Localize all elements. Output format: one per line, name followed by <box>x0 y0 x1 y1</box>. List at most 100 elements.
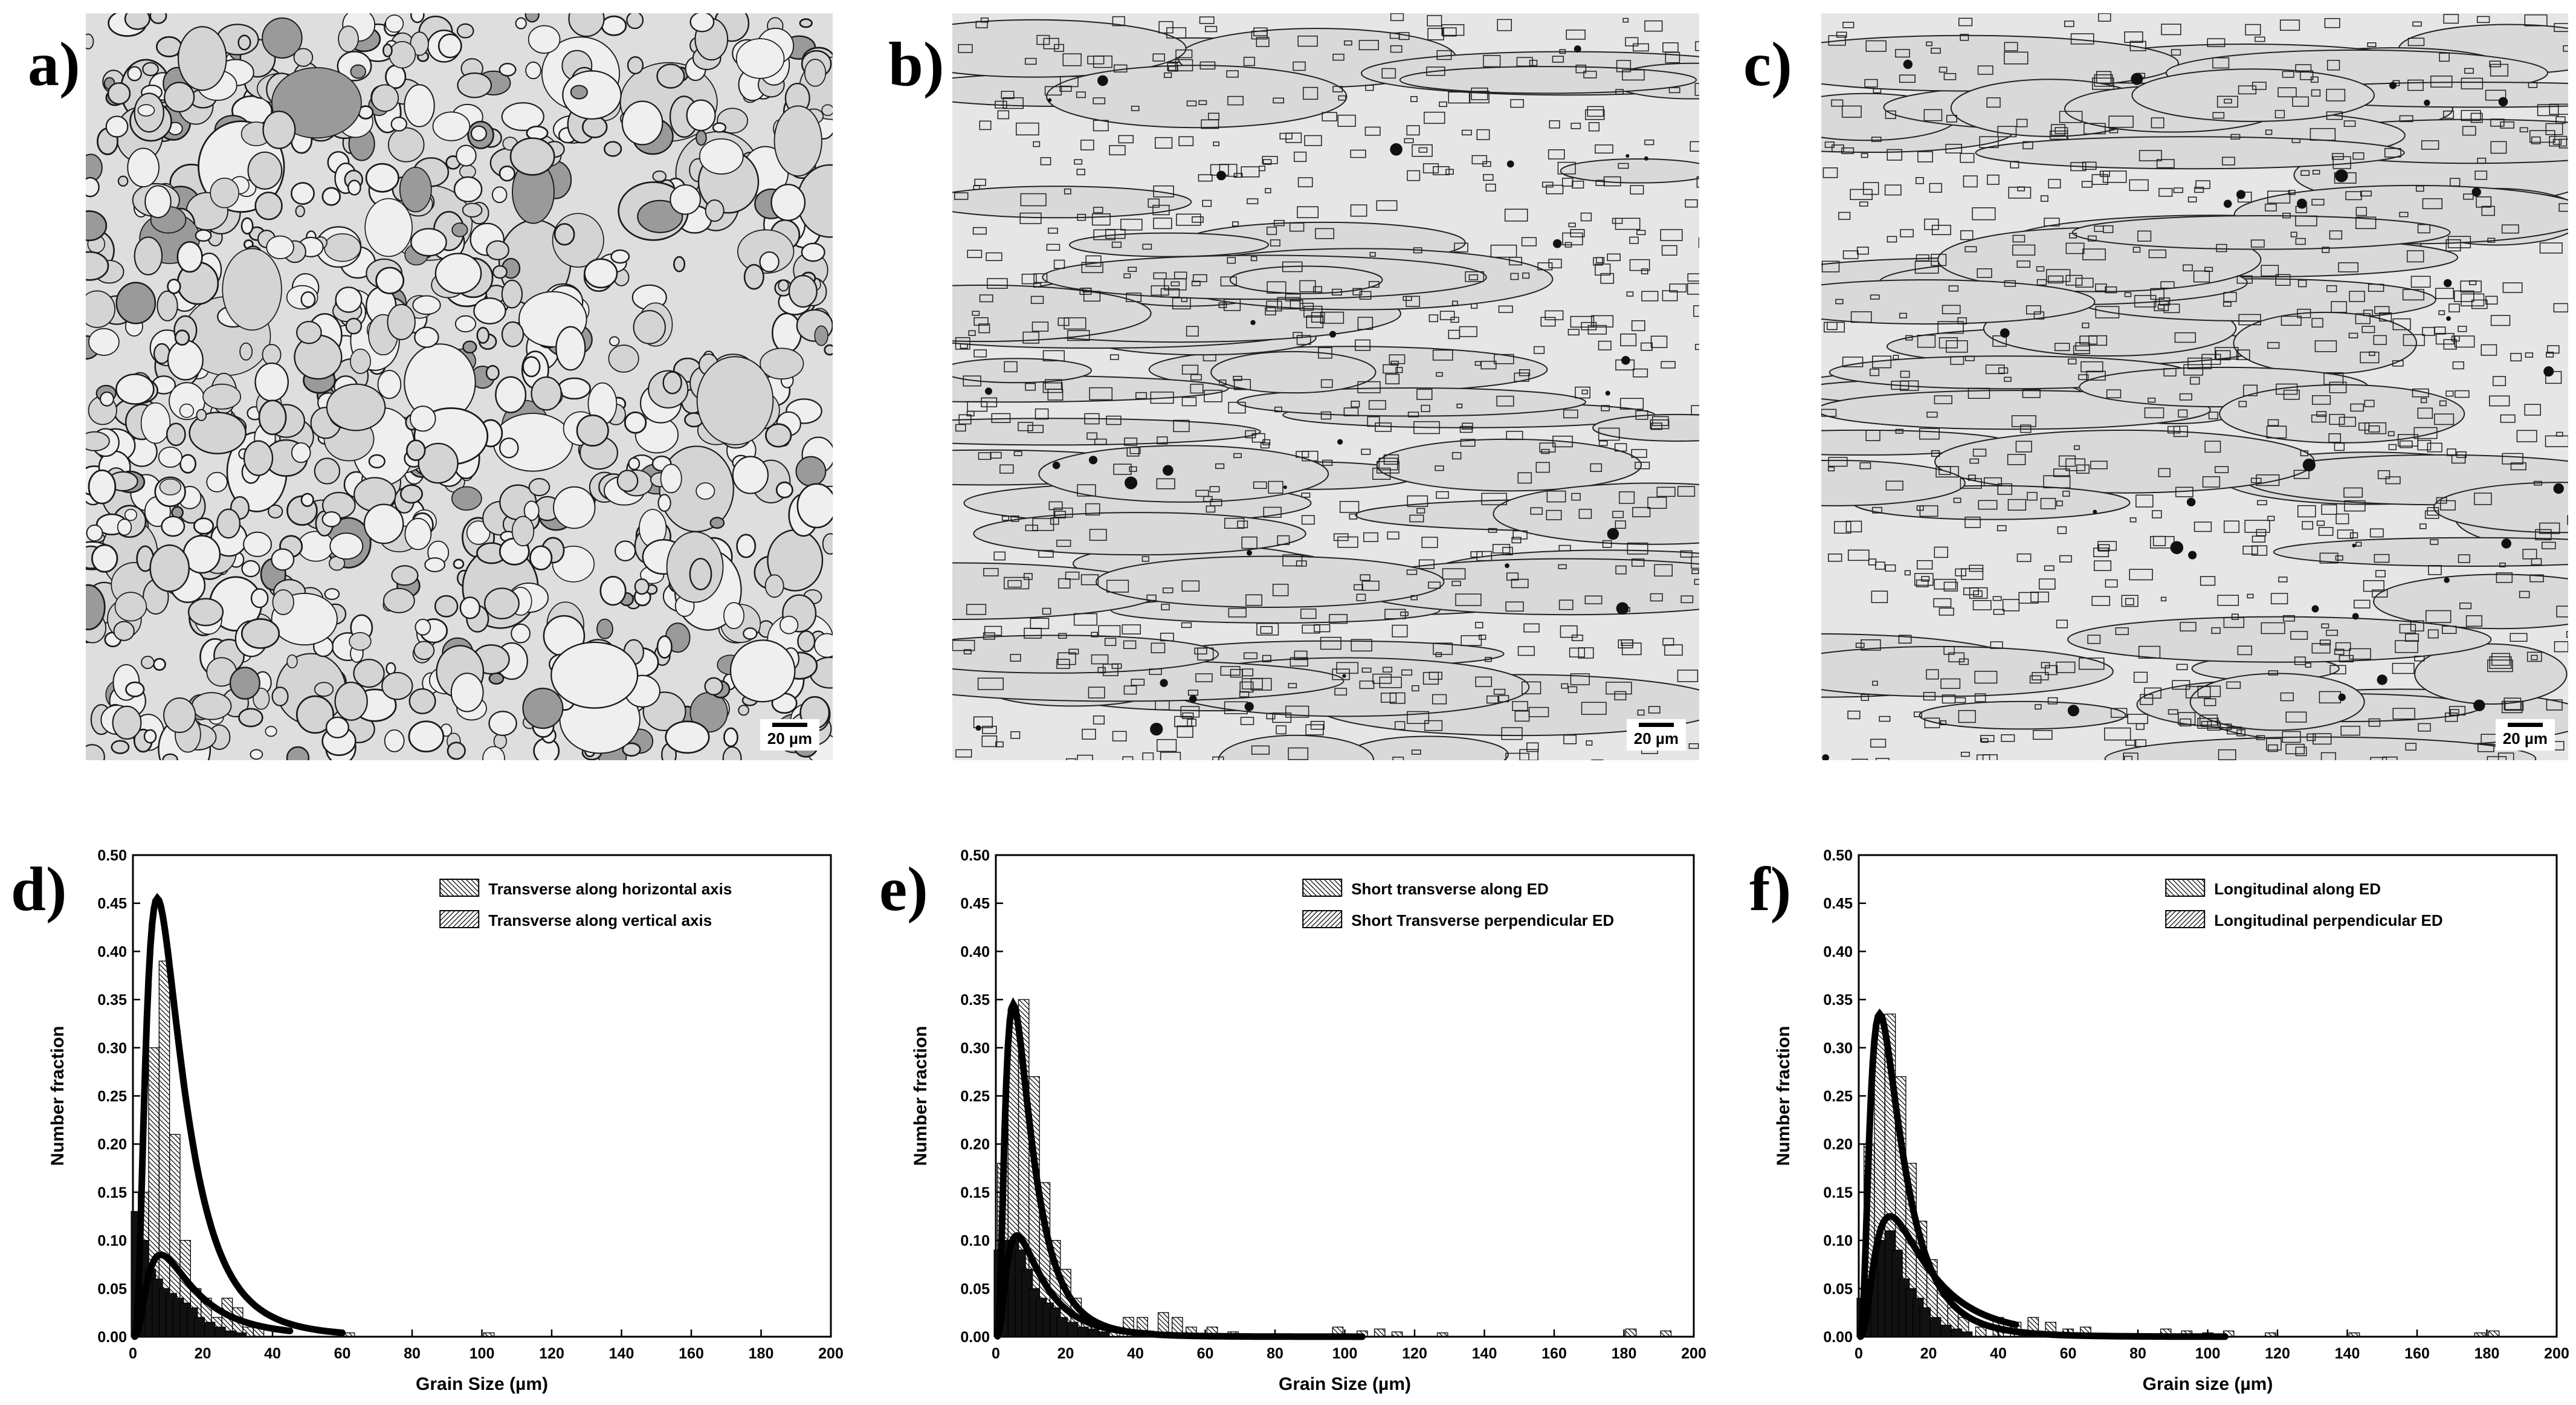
grain <box>1123 273 1131 279</box>
grain <box>2311 414 2326 423</box>
grain <box>531 376 562 411</box>
grain <box>1647 497 1667 509</box>
pore <box>1552 239 1562 248</box>
grain <box>2350 403 2364 412</box>
grain <box>2329 665 2346 674</box>
grain <box>364 198 413 257</box>
grain <box>2529 130 2555 143</box>
grain <box>115 373 155 405</box>
grain <box>2171 49 2181 56</box>
grain <box>2125 598 2134 606</box>
grain <box>1644 20 1663 32</box>
grain <box>2208 412 2218 419</box>
y-tick-label: 0.25 <box>960 1088 990 1105</box>
grain <box>1687 283 1699 295</box>
pore <box>2188 551 2197 560</box>
grain <box>984 625 1002 636</box>
grain <box>1424 111 1445 124</box>
grain <box>2485 89 2507 101</box>
grain <box>2502 282 2523 293</box>
y-tick-label: 0.25 <box>1823 1088 1853 1105</box>
grain <box>1223 299 1241 311</box>
grain <box>1836 31 1847 38</box>
grain <box>2563 45 2568 52</box>
grain <box>2121 595 2139 607</box>
grain <box>1578 647 1594 659</box>
pore <box>2498 97 2508 107</box>
grain <box>1265 307 1276 315</box>
panel-label-e: e) <box>879 854 928 924</box>
grain <box>2212 112 2225 119</box>
grain <box>1924 218 1939 230</box>
grain <box>1410 595 1418 601</box>
grain <box>2417 407 2433 419</box>
grain <box>2477 743 2494 752</box>
grain <box>2265 738 2282 751</box>
grain <box>451 486 482 511</box>
grain <box>2461 109 2481 121</box>
grain <box>1875 758 1890 760</box>
grain <box>1042 382 1063 393</box>
pore <box>1189 695 1197 703</box>
grain <box>1893 355 1899 360</box>
grain <box>2252 82 2267 90</box>
grain <box>1091 631 1098 638</box>
grain <box>2012 244 2036 256</box>
grain <box>2447 236 2471 248</box>
grain <box>1641 291 1659 302</box>
grain <box>1690 141 1699 152</box>
grain <box>456 23 474 39</box>
grain <box>2292 96 2310 107</box>
grain <box>1276 725 1286 735</box>
grain <box>525 61 541 80</box>
grain <box>1514 372 1529 382</box>
legend-swatch <box>1302 910 1343 928</box>
grain <box>1871 137 1882 142</box>
grain <box>1861 153 1868 158</box>
grain <box>1870 738 1887 748</box>
grain <box>149 544 190 592</box>
grain <box>1593 257 1603 266</box>
grain <box>2204 266 2213 273</box>
grain <box>1282 261 1303 273</box>
grain <box>1112 731 1127 741</box>
grain <box>2451 454 2466 464</box>
pore <box>2444 279 2452 288</box>
pore <box>1574 45 1581 53</box>
grain <box>2463 193 2474 200</box>
grain <box>196 409 207 421</box>
grain <box>1435 652 1442 657</box>
grain <box>2406 250 2424 263</box>
grain <box>1530 507 1543 515</box>
grain <box>124 13 150 30</box>
grain <box>983 567 999 577</box>
grain <box>1131 679 1145 686</box>
elongated-grain <box>1038 445 1329 503</box>
grain <box>1919 505 1938 517</box>
grain <box>1505 752 1529 760</box>
grain <box>1847 549 1870 561</box>
grain <box>1511 578 1529 589</box>
grain <box>2465 615 2482 627</box>
grain <box>2026 305 2041 315</box>
grain <box>2016 118 2028 128</box>
grain <box>1010 515 1019 522</box>
grain <box>2496 572 2513 583</box>
grain <box>1958 658 1969 665</box>
grain <box>1383 667 1393 673</box>
legend-label: Transverse along horizontal axis <box>488 880 732 898</box>
grain <box>111 740 130 754</box>
grain <box>1588 122 1600 132</box>
grain <box>86 251 109 281</box>
grain <box>608 336 620 346</box>
grain <box>1581 389 1588 395</box>
grain <box>1299 280 1316 292</box>
grain <box>476 326 490 344</box>
grain <box>1512 701 1528 711</box>
grain <box>144 185 172 218</box>
grain <box>1885 110 1896 119</box>
grain <box>2280 692 2294 702</box>
elongated-grain <box>2373 573 2568 630</box>
grain <box>1333 533 1349 541</box>
grain <box>2158 188 2173 197</box>
